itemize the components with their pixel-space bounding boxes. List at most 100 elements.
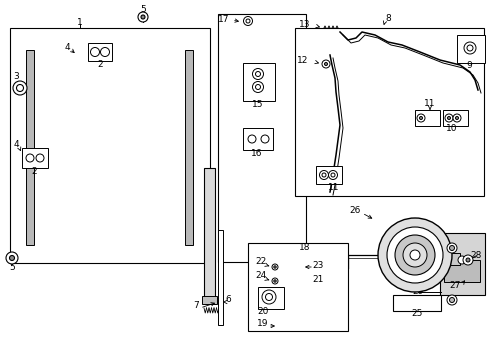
Text: 28: 28 [469, 251, 481, 260]
Bar [258, 287, 284, 309]
Circle shape [255, 72, 260, 77]
Bar [32, 50, 186, 245]
Text: 10: 10 [446, 123, 457, 132]
Text: 25: 25 [410, 310, 422, 319]
Circle shape [324, 63, 327, 66]
Circle shape [321, 173, 325, 177]
Bar [203, 168, 215, 298]
Bar [202, 296, 217, 304]
Text: 4: 4 [64, 42, 70, 51]
Text: 11: 11 [424, 99, 435, 108]
Text: 2: 2 [97, 59, 102, 68]
Text: 18: 18 [299, 243, 310, 252]
Circle shape [265, 293, 272, 301]
Bar [442, 110, 467, 126]
Text: 13: 13 [299, 19, 310, 28]
Circle shape [447, 117, 449, 120]
Bar [88, 43, 112, 61]
Circle shape [252, 68, 263, 80]
Circle shape [409, 250, 419, 260]
Circle shape [377, 218, 451, 292]
Circle shape [446, 295, 456, 305]
Circle shape [141, 15, 145, 19]
Circle shape [394, 235, 434, 275]
Circle shape [26, 154, 34, 162]
Bar [444, 253, 459, 265]
Circle shape [321, 60, 329, 68]
Circle shape [448, 246, 453, 251]
Bar [392, 295, 440, 311]
Text: 5: 5 [140, 5, 145, 14]
Circle shape [90, 48, 99, 57]
Bar [294, 28, 483, 196]
Circle shape [247, 135, 256, 143]
Circle shape [243, 17, 252, 26]
Text: 8: 8 [385, 14, 390, 23]
Text: 26: 26 [348, 206, 360, 215]
Circle shape [138, 12, 148, 22]
Bar [22, 148, 48, 168]
Circle shape [261, 135, 268, 143]
Text: 7: 7 [193, 302, 199, 310]
Text: 2: 2 [31, 166, 37, 176]
Circle shape [419, 117, 422, 120]
Text: 1: 1 [77, 18, 82, 27]
Circle shape [328, 171, 337, 180]
Bar [243, 63, 274, 101]
Circle shape [452, 114, 460, 122]
Circle shape [17, 85, 23, 91]
Bar [218, 230, 223, 325]
Text: 27: 27 [448, 282, 460, 291]
Text: 19: 19 [257, 319, 268, 328]
Circle shape [255, 85, 260, 90]
Circle shape [9, 256, 15, 261]
Text: 16: 16 [251, 149, 262, 158]
Circle shape [444, 114, 452, 122]
Circle shape [466, 45, 472, 51]
Bar [414, 110, 439, 126]
Text: 17: 17 [218, 14, 229, 23]
Text: 3: 3 [13, 72, 19, 81]
Circle shape [273, 280, 276, 282]
Text: 4: 4 [13, 140, 19, 149]
Text: 29: 29 [411, 288, 423, 297]
Text: 21: 21 [312, 275, 323, 284]
Circle shape [36, 154, 44, 162]
Circle shape [416, 114, 424, 122]
Bar [439, 233, 484, 295]
Bar [10, 28, 209, 263]
Circle shape [462, 255, 472, 265]
Text: 6: 6 [224, 296, 230, 305]
Circle shape [13, 81, 27, 95]
Text: 5: 5 [9, 264, 15, 273]
Circle shape [454, 117, 458, 120]
Text: 23: 23 [312, 261, 323, 270]
Circle shape [465, 258, 469, 262]
Circle shape [6, 252, 18, 264]
Text: 20: 20 [257, 307, 268, 316]
Bar [443, 260, 479, 282]
Circle shape [245, 19, 249, 23]
Circle shape [252, 81, 263, 93]
Bar [184, 50, 193, 245]
Circle shape [448, 297, 453, 302]
Circle shape [463, 42, 475, 54]
Circle shape [446, 243, 456, 253]
Bar [456, 35, 484, 63]
Bar [315, 166, 341, 184]
Text: 24: 24 [255, 271, 266, 280]
Circle shape [271, 264, 278, 270]
Circle shape [386, 227, 442, 283]
Text: 14: 14 [304, 158, 315, 167]
Circle shape [319, 171, 328, 180]
Bar [218, 14, 305, 262]
Circle shape [271, 278, 278, 284]
Bar [247, 243, 347, 331]
Text: 9: 9 [465, 60, 471, 69]
Circle shape [402, 243, 426, 267]
Circle shape [273, 266, 276, 268]
Circle shape [262, 290, 275, 304]
Text: 11: 11 [327, 183, 339, 192]
Bar [26, 50, 34, 245]
Text: 12: 12 [297, 55, 308, 64]
